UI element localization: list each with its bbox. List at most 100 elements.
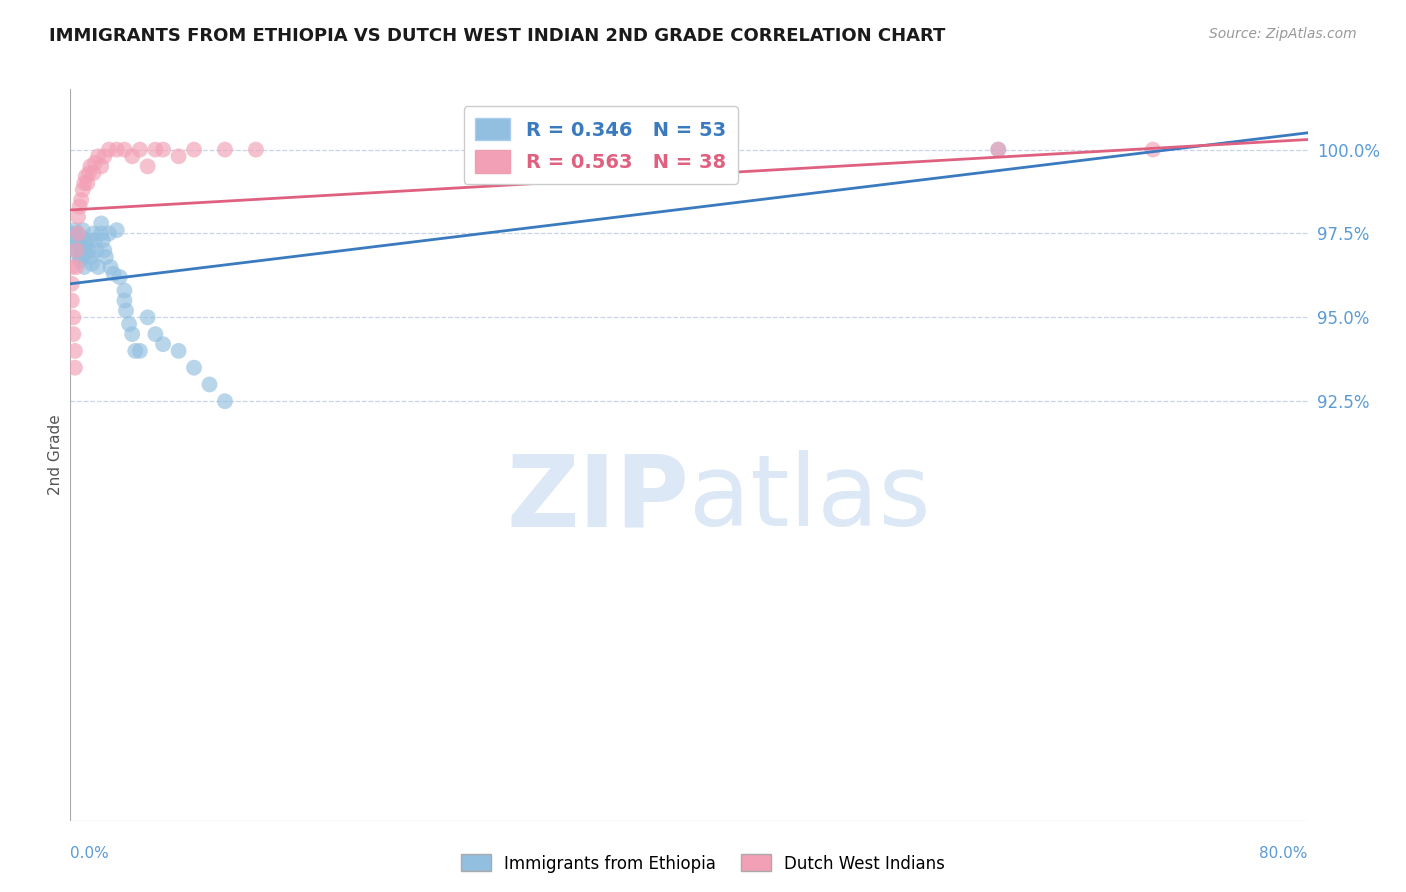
Point (80, 257, 103, 271)
Point (105, 223, 128, 237)
Point (69, 253, 91, 268)
Point (214, 394, 236, 409)
Point (82, 227, 105, 241)
Point (105, 143, 128, 157)
Point (73, 176, 96, 190)
Point (77, 166, 100, 180)
Point (76, 176, 98, 190)
Point (73, 260, 96, 274)
Point (115, 303, 138, 318)
Point (72, 223, 94, 237)
Point (67, 210, 90, 224)
Point (75, 169, 97, 184)
Point (84, 233, 107, 247)
Point (90, 227, 112, 241)
Point (129, 343, 152, 358)
Text: 0.0%: 0.0% (70, 846, 110, 861)
Point (87, 149, 110, 163)
Point (79, 250, 101, 264)
Point (91, 233, 114, 247)
Point (75, 236, 97, 251)
Point (72, 183, 94, 197)
Point (72, 240, 94, 254)
Point (82, 166, 105, 180)
Point (69, 200, 91, 214)
Point (67, 246, 90, 260)
Point (60, 260, 83, 274)
Point (167, 149, 190, 163)
Point (124, 343, 146, 358)
Point (60, 293, 83, 308)
Point (183, 143, 205, 157)
Point (214, 143, 236, 157)
Point (183, 360, 205, 375)
Point (77, 244, 100, 258)
Text: IMMIGRANTS FROM ETHIOPIA VS DUTCH WEST INDIAN 2ND GRADE CORRELATION CHART: IMMIGRANTS FROM ETHIOPIA VS DUTCH WEST I… (49, 27, 946, 45)
Point (65, 244, 87, 258)
Point (167, 343, 190, 358)
Point (67, 233, 90, 247)
Point (63, 343, 86, 358)
Text: 80.0%: 80.0% (1260, 846, 1308, 861)
Point (152, 337, 174, 351)
Point (90, 216, 112, 230)
Point (114, 293, 135, 308)
Point (98, 143, 120, 157)
Point (69, 244, 91, 258)
Point (121, 149, 143, 163)
Point (63, 236, 86, 251)
Point (129, 143, 152, 157)
Legend: Immigrants from Ethiopia, Dutch West Indians: Immigrants from Ethiopia, Dutch West Ind… (454, 847, 952, 880)
Point (70, 230, 93, 244)
Point (60, 227, 83, 241)
Point (118, 317, 141, 331)
Point (76, 233, 98, 247)
Point (65, 260, 87, 274)
Text: atlas: atlas (689, 450, 931, 548)
Point (70, 193, 93, 207)
Point (67, 227, 90, 241)
Point (65, 227, 87, 241)
Y-axis label: 2nd Grade: 2nd Grade (48, 415, 63, 495)
Point (62, 310, 84, 325)
Point (145, 143, 166, 157)
Point (63, 223, 86, 237)
Point (145, 327, 166, 342)
Point (987, 143, 1010, 157)
Point (90, 160, 112, 174)
Point (100, 260, 122, 274)
Point (108, 270, 131, 285)
Point (60, 277, 83, 291)
Point (60, 233, 83, 247)
Text: Source: ZipAtlas.com: Source: ZipAtlas.com (1209, 27, 1357, 41)
Point (86, 244, 108, 258)
Point (93, 149, 115, 163)
Point (62, 230, 84, 244)
Legend: R = 0.346   N = 53, R = 0.563   N = 38: R = 0.346 N = 53, R = 0.563 N = 38 (464, 106, 738, 185)
Point (62, 327, 84, 342)
Point (63, 360, 86, 375)
Point (114, 143, 135, 157)
Point (98, 227, 120, 241)
Point (114, 284, 135, 298)
Point (121, 327, 143, 342)
Point (65, 244, 87, 258)
Point (93, 244, 115, 258)
Point (73, 244, 96, 258)
Point (103, 267, 125, 281)
Point (152, 143, 174, 157)
Point (245, 143, 267, 157)
Point (94, 250, 117, 264)
Point (1142, 143, 1164, 157)
Point (136, 160, 159, 174)
Text: ZIP: ZIP (506, 450, 689, 548)
Point (70, 250, 93, 264)
Point (136, 310, 159, 325)
Point (198, 377, 221, 392)
Point (84, 156, 107, 170)
Point (79, 160, 101, 174)
Point (75, 246, 97, 260)
Point (62, 236, 84, 251)
Point (987, 143, 1010, 157)
Point (87, 260, 110, 274)
